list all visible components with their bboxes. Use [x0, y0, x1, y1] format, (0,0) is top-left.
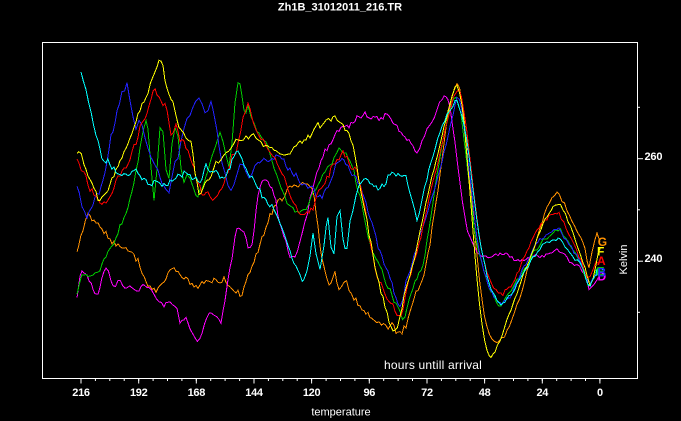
svg-text:D: D: [598, 270, 607, 284]
svg-text:48: 48: [479, 387, 491, 399]
svg-text:168: 168: [188, 387, 206, 399]
svg-text:Zh1B_31012011_216.TR: Zh1B_31012011_216.TR: [278, 2, 402, 14]
svg-text:144: 144: [245, 387, 264, 399]
svg-text:24: 24: [536, 387, 549, 399]
svg-text:temperature: temperature: [311, 407, 370, 419]
svg-text:216: 216: [72, 387, 90, 399]
svg-text:B: B: [598, 266, 607, 280]
svg-text:Kelvin: Kelvin: [618, 245, 630, 275]
svg-text:A: A: [597, 254, 606, 268]
svg-text:240: 240: [645, 253, 663, 265]
svg-text:192: 192: [130, 387, 148, 399]
svg-text:C: C: [596, 265, 605, 279]
svg-text:E: E: [597, 265, 605, 279]
svg-text:96: 96: [363, 387, 375, 399]
svg-text:F: F: [597, 245, 604, 259]
svg-text:hours untill arrival: hours untill arrival: [384, 358, 482, 372]
svg-text:G: G: [598, 235, 607, 249]
svg-text:0: 0: [597, 387, 603, 399]
svg-text:72: 72: [421, 387, 433, 399]
svg-text:260: 260: [645, 151, 663, 163]
svg-text:120: 120: [303, 387, 321, 399]
